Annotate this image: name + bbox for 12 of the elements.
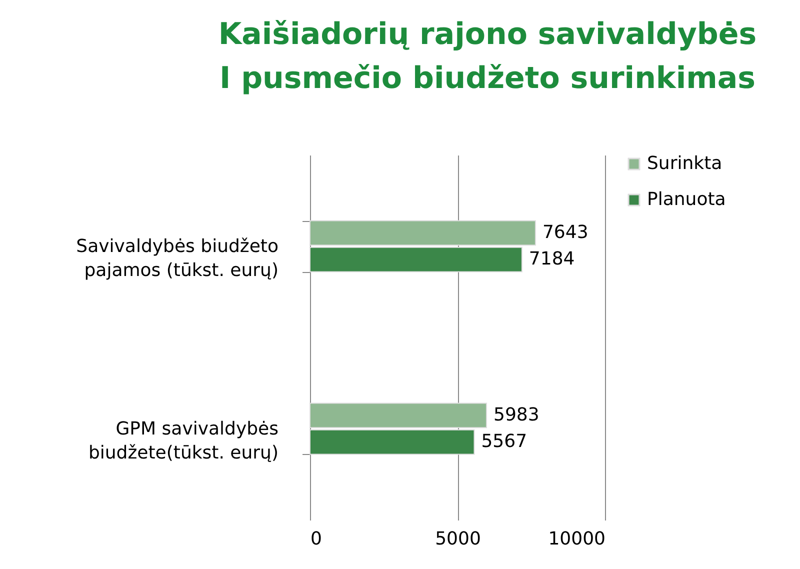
x-tick-label: 0 (310, 528, 322, 550)
chart-title: Kaišiadorių rajono savivaldybės I pusmečio biudžeto surinkimas (218, 17, 757, 96)
data-label: 5983 (494, 404, 540, 426)
data-label: 7643 (542, 222, 588, 243)
x-tick-label: 10000 (548, 528, 606, 550)
legend-label: Planuota (647, 189, 726, 210)
data-label: 5567 (481, 431, 528, 452)
data-label: 7184 (528, 248, 575, 270)
y-tick-label: GPM savivaldybės biudžete(tūkst. eurų) (88, 418, 278, 464)
legend-label: Surinkta (647, 153, 722, 174)
y-tick-label: Savivaldybės biudžeto pajamos (tūkst. eurų) (76, 236, 278, 281)
x-tick-label: 5000 (435, 528, 481, 550)
